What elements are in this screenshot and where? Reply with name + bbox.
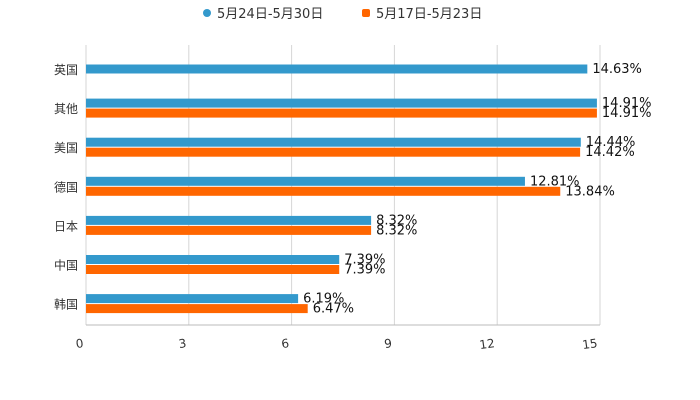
category-label: 英国 xyxy=(54,63,78,77)
bar-2 xyxy=(86,108,597,118)
bar-1 xyxy=(86,137,581,147)
x-tick-label: 6 xyxy=(281,336,291,351)
data-label-2: 14.91% xyxy=(602,106,652,121)
data-label-1: 8.32% xyxy=(376,213,417,228)
bar-2 xyxy=(86,225,372,235)
bar-1 xyxy=(86,98,597,108)
bar-2 xyxy=(86,265,340,274)
category-label: 中国 xyxy=(54,258,78,273)
data-label-1: 6.19% xyxy=(303,292,344,307)
bar-1 xyxy=(86,64,588,74)
data-label-1: 14.91% xyxy=(602,96,652,111)
bar-1 xyxy=(86,294,299,304)
legend-label-1: 5月24日-5月30日 xyxy=(217,7,323,22)
bar-2 xyxy=(86,304,308,314)
category-label: 德国 xyxy=(54,179,78,194)
x-tick-label: 0 xyxy=(75,336,85,351)
x-tick-label: 15 xyxy=(581,336,598,352)
data-label-1: 7.39% xyxy=(344,253,385,268)
data-label-2: 6.47% xyxy=(313,302,354,317)
category-label: 日本 xyxy=(54,219,78,233)
data-label-2: 14.42% xyxy=(585,145,635,160)
x-tick-label: 12 xyxy=(479,336,496,352)
bar-1 xyxy=(86,255,340,264)
data-label-2: 8.32% xyxy=(376,223,417,238)
bar-2 xyxy=(86,147,581,157)
legend-marker-2 xyxy=(362,9,370,17)
x-tick-label: 3 xyxy=(178,336,188,351)
bar-1 xyxy=(86,215,372,225)
data-label-1: 12.81% xyxy=(530,174,580,189)
category-label: 美国 xyxy=(54,141,78,155)
data-label-2: 7.39% xyxy=(344,263,385,278)
legend-label-2: 5月17日-5月23日 xyxy=(376,7,482,22)
category-label: 韩国 xyxy=(54,297,78,312)
category-label: 其他 xyxy=(54,102,78,116)
bar-2 xyxy=(86,186,561,196)
data-label-2: 13.84% xyxy=(565,184,615,199)
bar-1 xyxy=(86,176,525,186)
data-label-1: 14.63% xyxy=(592,62,642,77)
legend-marker-1 xyxy=(203,9,211,17)
data-label-1: 14.44% xyxy=(586,135,636,150)
x-tick-label: 9 xyxy=(383,336,393,351)
